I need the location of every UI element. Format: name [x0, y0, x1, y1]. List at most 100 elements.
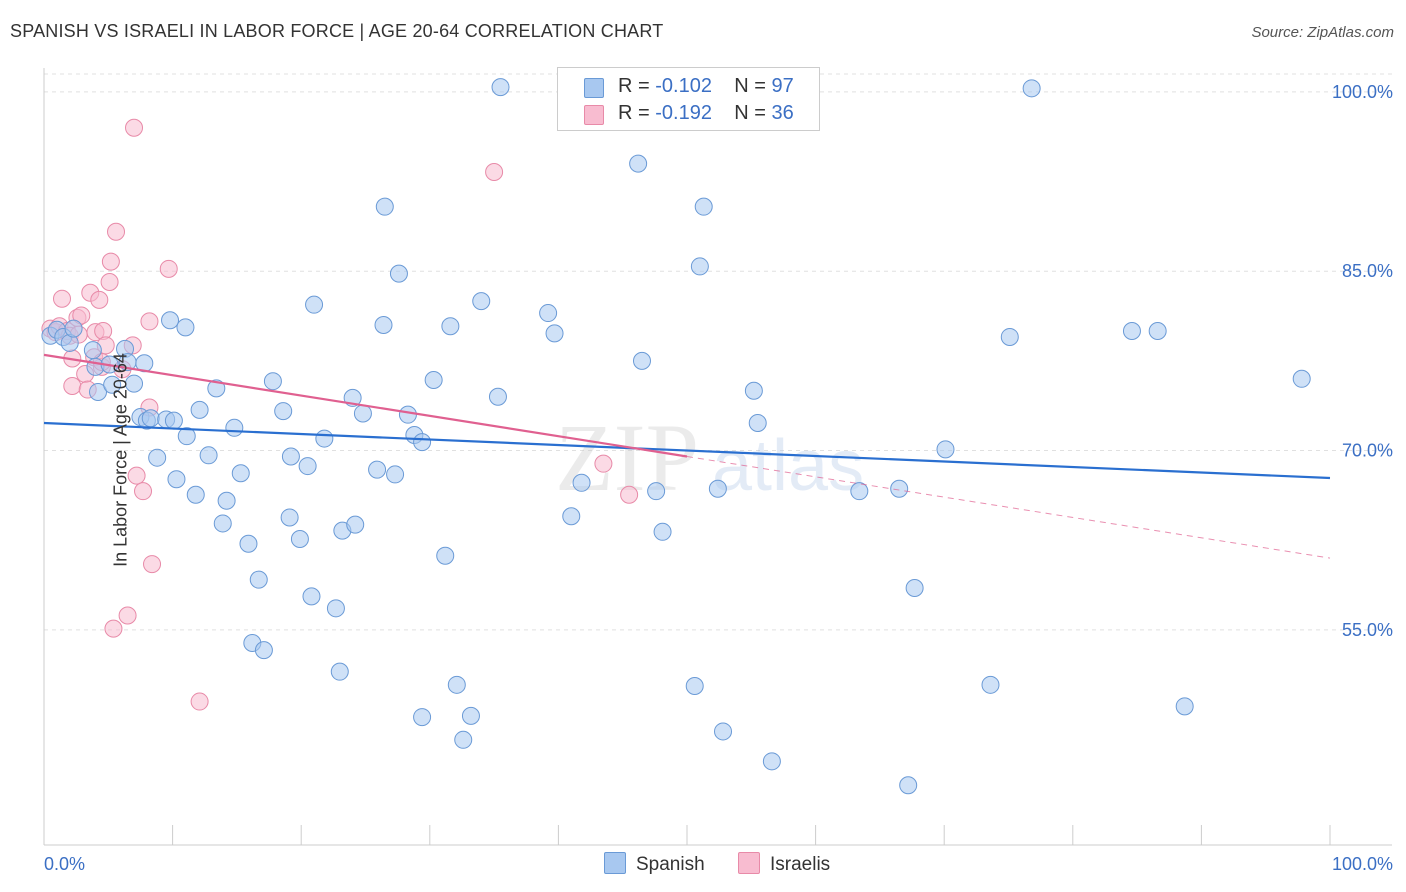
- spanish-point: [83, 341, 102, 360]
- spanish-point: [326, 599, 345, 618]
- trend-lines: [43, 353, 1331, 559]
- legend-n-value: 97: [771, 75, 794, 97]
- legend-r-value: -0.102: [655, 75, 712, 97]
- spanish-point: [280, 508, 299, 527]
- watermark-atlas: atlas: [712, 426, 864, 506]
- spanish-point: [1292, 369, 1311, 388]
- israeli-point: [140, 312, 159, 331]
- spanish-point: [447, 675, 466, 694]
- spanish-point: [199, 446, 218, 465]
- spanish-point: [217, 491, 236, 510]
- spanish-point: [708, 479, 727, 498]
- y-tick-label: 100.0%: [1332, 82, 1393, 102]
- spanish-point: [424, 370, 443, 389]
- spanish-point: [374, 316, 393, 335]
- spanish-point: [491, 78, 510, 97]
- spanish-point: [315, 429, 334, 448]
- axes: [43, 68, 1392, 846]
- legend-n-label: N =: [734, 102, 772, 124]
- israeli-point: [134, 482, 153, 501]
- spanish-point: [207, 379, 226, 398]
- spanish-point: [1000, 327, 1019, 346]
- spanish-point: [539, 304, 558, 323]
- legend-n-value: 36: [771, 102, 794, 124]
- x-tick-labels: 0.0% 100.0%: [44, 854, 1393, 874]
- legend-r-label: R =: [618, 75, 656, 97]
- spanish-point: [413, 433, 432, 452]
- spanish-point: [1022, 79, 1041, 98]
- spanish-point: [461, 706, 480, 725]
- spanish-point: [274, 402, 293, 421]
- legend-swatch-israelis: [584, 105, 604, 125]
- spanish-point: [744, 381, 763, 400]
- israeli-point: [127, 466, 146, 485]
- spanish-point: [981, 675, 1000, 694]
- spanish-point: [748, 414, 767, 433]
- spanish-point: [64, 319, 83, 338]
- israeli-trend-line: [43, 353, 688, 458]
- spanish-point: [368, 460, 387, 479]
- spanish-point: [161, 311, 180, 330]
- y-tick-label: 85.0%: [1342, 261, 1393, 281]
- spanish-point: [89, 382, 108, 401]
- israeli-point: [143, 555, 162, 574]
- israeli-point: [485, 162, 504, 181]
- spanish-point: [714, 722, 733, 741]
- spanish-point: [225, 418, 244, 437]
- israeli-point: [63, 376, 82, 395]
- spanish-point: [281, 447, 300, 466]
- israeli-point: [72, 306, 91, 325]
- legend-swatch-spanish: [584, 78, 604, 98]
- legend-n-label: N =: [734, 75, 772, 97]
- spanish-point: [653, 522, 672, 541]
- spanish-point: [346, 515, 365, 534]
- israeli-point: [100, 272, 119, 291]
- israeli-point: [104, 619, 123, 638]
- spanish-point: [899, 776, 918, 795]
- spanish-point: [413, 708, 432, 727]
- spanish-point: [632, 351, 651, 370]
- spanish-point: [330, 662, 349, 681]
- spanish-point: [690, 257, 709, 276]
- spanish-point: [545, 324, 564, 343]
- spanish-point: [167, 470, 186, 489]
- israeli-point: [190, 692, 209, 711]
- spanish-point: [141, 409, 160, 428]
- bottom-legend-label-israelis: Israelis: [770, 854, 831, 875]
- spanish-point: [263, 372, 282, 391]
- spanish-point: [572, 473, 591, 492]
- israeli-point: [620, 485, 639, 504]
- spanish-point: [685, 677, 704, 696]
- spanish-point: [1175, 697, 1194, 716]
- spanish-point: [386, 465, 405, 484]
- spanish-point: [305, 295, 324, 314]
- stats-legend: R = -0.102 N = 97 R = -0.192 N = 36: [557, 67, 820, 131]
- spanish-point: [231, 464, 250, 483]
- spanish-point: [488, 387, 507, 406]
- x-tick-label: 0.0%: [44, 854, 85, 874]
- israeli-point: [53, 289, 72, 308]
- spanish-point: [562, 507, 581, 526]
- spanish-point: [298, 457, 317, 476]
- bottom-legend-spanish: Spanish: [604, 852, 705, 876]
- spanish-point: [254, 641, 273, 660]
- spanish-point: [441, 317, 460, 336]
- spanish-point: [905, 578, 924, 597]
- spanish-point: [213, 514, 232, 533]
- legend-r-label: R =: [618, 102, 656, 124]
- spanish-point: [176, 318, 195, 337]
- bottom-legend-swatch-spanish: [604, 852, 626, 874]
- chart-title: SPANISH VS ISRAELI IN LABOR FORCE | AGE …: [10, 21, 664, 41]
- y-tick-labels: 55.0% 70.0% 85.0% 100.0%: [1332, 82, 1393, 640]
- israeli-trend-extension: [686, 456, 1331, 559]
- bottom-legend-swatch-israelis: [738, 852, 760, 874]
- spanish-point: [694, 197, 713, 216]
- legend-r-value: -0.192: [655, 102, 712, 124]
- spanish-point: [762, 752, 781, 771]
- spanish-point: [190, 400, 209, 419]
- spanish-points: [41, 78, 1311, 795]
- spanish-trend-line: [43, 421, 1331, 480]
- x-tick-label: 100.0%: [1332, 854, 1393, 874]
- spanish-point: [290, 529, 309, 548]
